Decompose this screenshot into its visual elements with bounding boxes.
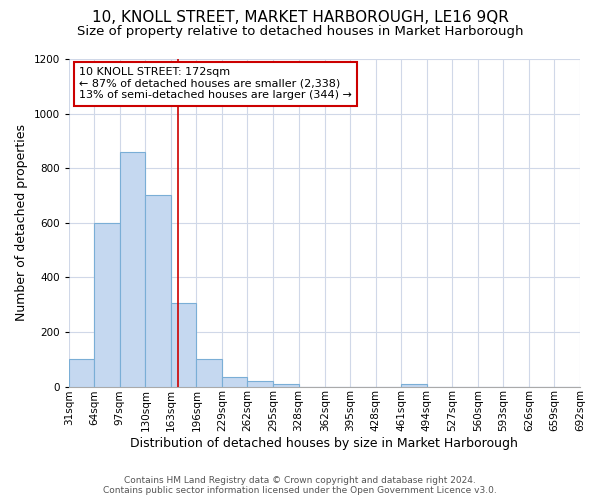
Bar — [69, 359, 94, 386]
Bar — [247, 380, 273, 386]
Bar — [196, 359, 222, 386]
Text: Contains HM Land Registry data © Crown copyright and database right 2024.
Contai: Contains HM Land Registry data © Crown c… — [103, 476, 497, 495]
Bar — [145, 196, 171, 386]
Text: 10 KNOLL STREET: 172sqm
← 87% of detached houses are smaller (2,338)
13% of semi: 10 KNOLL STREET: 172sqm ← 87% of detache… — [79, 67, 352, 100]
Bar — [222, 377, 247, 386]
Text: 10, KNOLL STREET, MARKET HARBOROUGH, LE16 9QR: 10, KNOLL STREET, MARKET HARBOROUGH, LE1… — [92, 10, 508, 25]
Text: Size of property relative to detached houses in Market Harborough: Size of property relative to detached ho… — [77, 25, 523, 38]
Bar — [171, 304, 196, 386]
Bar — [401, 384, 427, 386]
Bar — [94, 223, 120, 386]
Bar — [120, 152, 145, 386]
Y-axis label: Number of detached properties: Number of detached properties — [15, 124, 28, 322]
Bar — [273, 384, 299, 386]
X-axis label: Distribution of detached houses by size in Market Harborough: Distribution of detached houses by size … — [130, 437, 518, 450]
